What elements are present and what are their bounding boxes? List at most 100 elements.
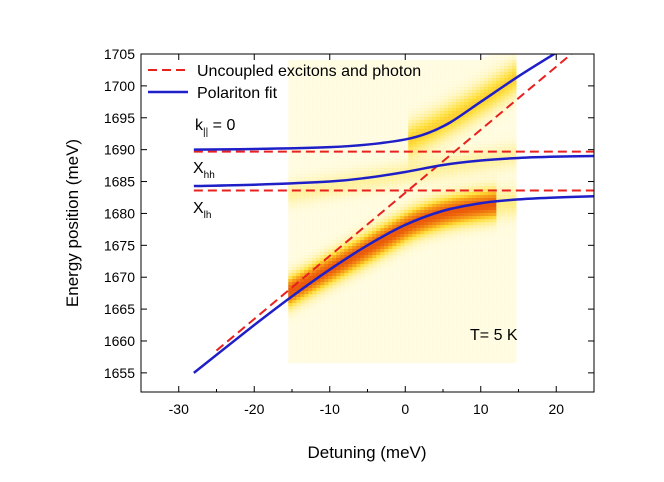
heatmap-cell — [476, 87, 481, 91]
heatmap-cell — [336, 318, 341, 322]
heatmap-cell — [352, 354, 357, 358]
heatmap-cell — [340, 327, 345, 331]
heatmap-cell — [432, 357, 437, 361]
heatmap-cell — [480, 273, 485, 277]
heatmap-cell — [372, 336, 377, 340]
heatmap-cell — [468, 303, 473, 307]
heatmap-cell — [292, 102, 297, 106]
heatmap-cell — [372, 261, 377, 265]
heatmap-cell — [308, 273, 313, 277]
heatmap-cell — [376, 60, 381, 64]
heatmap-cell — [420, 222, 425, 226]
heatmap-cell — [356, 66, 361, 70]
heatmap-cell — [288, 153, 293, 157]
heatmap-cell — [424, 135, 429, 139]
heatmap-cell — [468, 90, 473, 94]
heatmap-cell — [312, 183, 317, 187]
heatmap-cell — [380, 348, 385, 352]
heatmap-cell — [392, 138, 397, 142]
heatmap-cell — [420, 333, 425, 337]
heatmap-cell — [436, 195, 441, 199]
heatmap-cell — [460, 75, 465, 79]
heatmap-cell — [376, 291, 381, 295]
heatmap-cell — [356, 267, 361, 271]
heatmap-cell — [304, 165, 309, 169]
heatmap-cell — [452, 135, 457, 139]
heatmap-cell — [368, 66, 373, 70]
heatmap-cell — [484, 138, 489, 142]
heatmap-cell — [472, 300, 477, 304]
heatmap-cell — [368, 156, 373, 160]
heatmap-cell — [404, 66, 409, 70]
heatmap-cell — [456, 63, 461, 67]
heatmap-cell — [312, 81, 317, 85]
heatmap-cell — [472, 186, 477, 190]
heatmap-cell — [464, 270, 469, 274]
heatmap-cell — [328, 60, 333, 64]
heatmap-cell — [404, 315, 409, 319]
heatmap-cell — [452, 87, 457, 91]
heatmap-cell — [400, 117, 405, 121]
heatmap-cell — [472, 69, 477, 73]
heatmap-cell — [316, 123, 321, 127]
heatmap-cell — [460, 105, 465, 109]
heatmap-cell — [380, 204, 385, 208]
heatmap-cell — [360, 72, 365, 76]
heatmap-cell — [392, 333, 397, 337]
heatmap-cell — [352, 282, 357, 286]
heatmap-cell — [312, 231, 317, 235]
heatmap-cell — [360, 231, 365, 235]
heatmap-cell — [336, 294, 341, 298]
heatmap-cell — [344, 93, 349, 97]
heatmap-cell — [392, 198, 397, 202]
heatmap-cell — [464, 228, 469, 232]
heatmap-cell — [464, 231, 469, 235]
heatmap-cell — [392, 195, 397, 199]
heatmap-cell — [328, 162, 333, 166]
heatmap-cell — [372, 60, 377, 64]
heatmap-cell — [348, 351, 353, 355]
heatmap-cell — [472, 360, 477, 364]
heatmap-cell — [328, 144, 333, 148]
heatmap-cell — [376, 132, 381, 136]
heatmap-cell — [408, 114, 413, 118]
heatmap-cell — [304, 75, 309, 79]
heatmap-cell — [296, 219, 301, 223]
heatmap-cell — [324, 138, 329, 142]
heatmap-cell — [400, 120, 405, 124]
heatmap-cell — [320, 84, 325, 88]
heatmap-cell — [400, 300, 405, 304]
heatmap-cell — [428, 231, 433, 235]
heatmap-cell — [384, 336, 389, 340]
heatmap-cell — [452, 273, 457, 277]
heatmap-cell — [464, 123, 469, 127]
heatmap-cell — [400, 72, 405, 76]
heatmap-cell — [416, 360, 421, 364]
heatmap-cell — [448, 102, 453, 106]
heatmap-cell — [300, 273, 305, 277]
heatmap-cell — [428, 267, 433, 271]
heatmap-cell — [344, 252, 349, 256]
heatmap-cell — [380, 60, 385, 64]
heatmap-cell — [296, 327, 301, 331]
heatmap-cell — [300, 150, 305, 154]
heatmap-cell — [428, 63, 433, 67]
heatmap-cell — [388, 309, 393, 313]
heatmap-cell — [356, 327, 361, 331]
heatmap-cell — [452, 168, 457, 172]
heatmap-cell — [460, 360, 465, 364]
heatmap-cell — [380, 201, 385, 205]
heatmap-cell — [476, 120, 481, 124]
heatmap-cell — [404, 333, 409, 337]
heatmap-cell — [388, 87, 393, 91]
heatmap-cell — [432, 138, 437, 142]
heatmap-cell — [432, 315, 437, 319]
heatmap-cell — [452, 186, 457, 190]
heatmap-cell — [468, 354, 473, 358]
heatmap-cell — [292, 303, 297, 307]
heatmap-cell — [484, 165, 489, 169]
heatmap-cell — [424, 324, 429, 328]
heatmap-cell — [432, 246, 437, 250]
heatmap-cell — [380, 354, 385, 358]
heatmap-cell — [324, 342, 329, 346]
